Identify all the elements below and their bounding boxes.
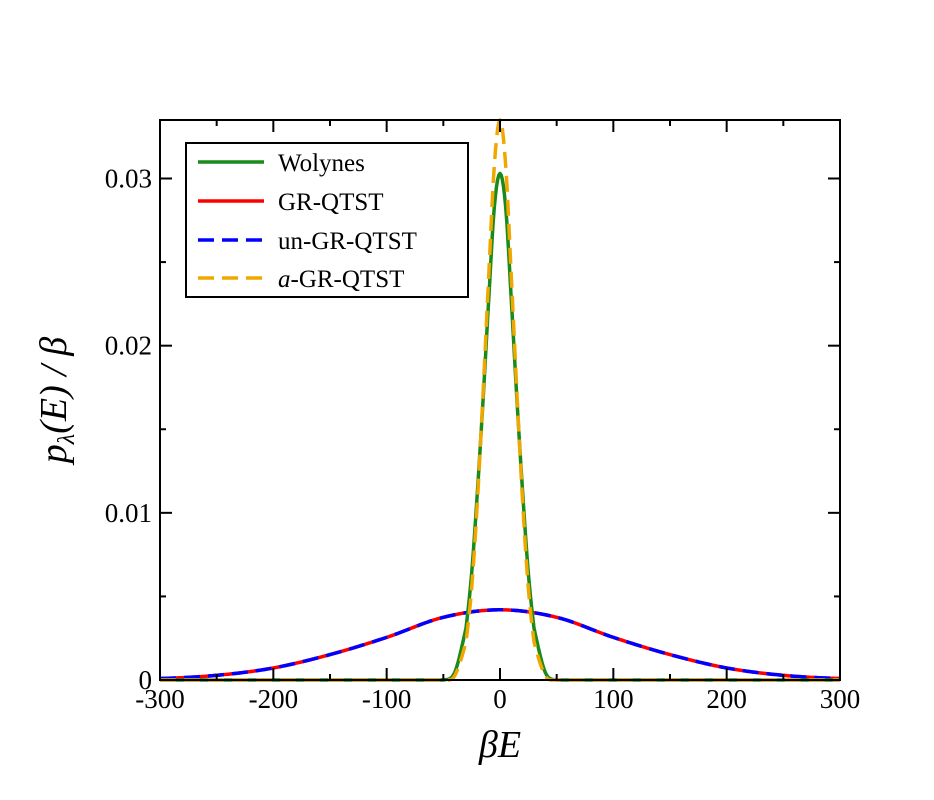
legend-box [185,142,469,298]
x-tick-label: 0 [493,684,507,714]
x-tick-label: -100 [362,684,412,714]
y-tick-label: 0 [139,665,153,695]
x-tick-label: 100 [593,684,634,714]
series-line-un-gr-qtst [159,608,841,681]
legend-label-un-gr-qtst: un-GR-QTST [278,228,417,255]
y-axis-label-rest: (E) / β [33,337,75,434]
svg-text:pλ(E) / β: pλ(E) / β [33,337,80,466]
y-axis-label-subscript: λ [54,434,80,445]
x-tick-label: -200 [249,684,299,714]
legend: Wolynes GR-QTST un-GR-QTST a-GR-QTST [185,142,469,298]
y-tick-label: 0.03 [105,164,152,194]
ticks-layer: -300 -200 -100 0 100 200 300 0 0.01 0.02 0.03 [105,120,861,714]
x-tick-label: 200 [706,684,747,714]
legend-label-wolynes: Wolynes [278,150,365,177]
y-tick-label: 0.02 [105,331,152,361]
legend-label-a-gr-qtst: a-GR-QTST [278,266,404,293]
legend-label-gr-qtst: GR-QTST [278,189,384,216]
x-tick-label: 300 [820,684,861,714]
y-tick-label: 0.01 [105,498,152,528]
x-tick-label: -300 [135,684,185,714]
y-axis-label: pλ(E) / β [33,337,80,466]
x-axis-label: βE [478,724,521,766]
legend-label-a-italic: a [278,266,291,293]
legend-label-a-rest: -GR-QTST [291,266,405,293]
y-axis-label-p: p [33,444,75,466]
